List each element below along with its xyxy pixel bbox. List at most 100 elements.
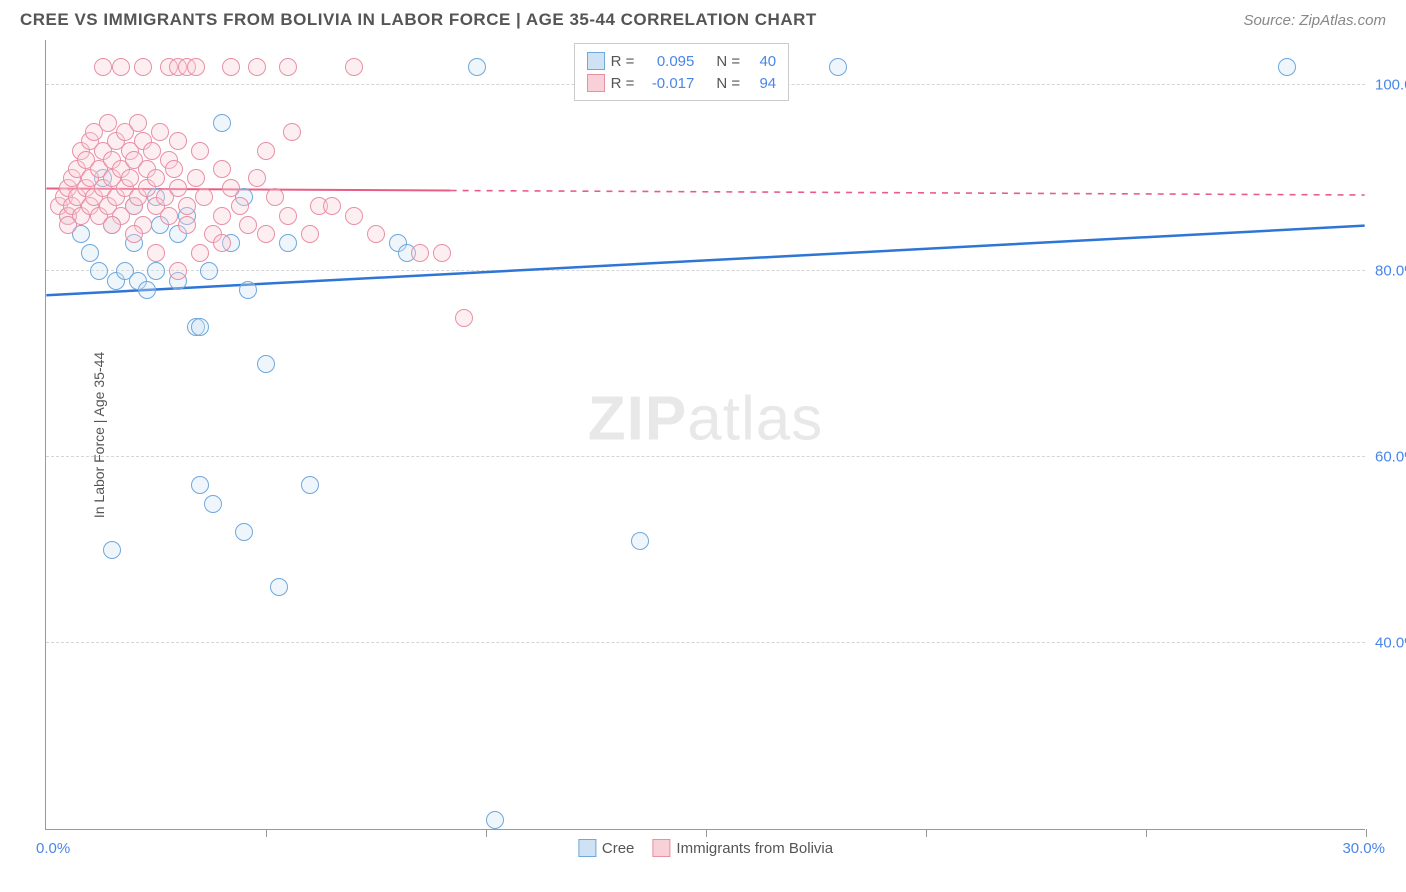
data-point <box>468 58 486 76</box>
n-label: N = <box>716 53 740 70</box>
trend-lines <box>46 40 1365 829</box>
data-point <box>266 188 284 206</box>
watermark: ZIPatlas <box>588 383 823 454</box>
data-point <box>257 355 275 373</box>
y-tick-label: 60.0% <box>1375 449 1406 466</box>
legend-label: Cree <box>602 840 635 857</box>
legend-label: Immigrants from Bolivia <box>676 840 833 857</box>
data-point <box>279 58 297 76</box>
data-point <box>99 114 117 132</box>
data-point <box>178 197 196 215</box>
gridline: 80.0% <box>46 270 1365 271</box>
data-point <box>222 179 240 197</box>
data-point <box>455 309 473 327</box>
data-point <box>301 225 319 243</box>
data-point <box>169 132 187 150</box>
chart-area: In Labor Force | Age 35-44 40.0% 60.0% 80.… <box>45 40 1365 830</box>
data-point <box>191 142 209 160</box>
data-point <box>160 207 178 225</box>
data-point <box>147 262 165 280</box>
r-value: 0.095 <box>640 53 694 70</box>
data-point <box>200 262 218 280</box>
legend-item: Cree <box>578 839 635 857</box>
legend-correlation-row: R = 0.095 N = 40 <box>587 50 777 72</box>
data-point <box>301 476 319 494</box>
data-point <box>1278 58 1296 76</box>
x-tick <box>706 829 707 837</box>
data-point <box>191 244 209 262</box>
data-point <box>169 179 187 197</box>
data-point <box>143 142 161 160</box>
data-point <box>257 142 275 160</box>
x-axis-max-label: 30.0% <box>1342 840 1385 857</box>
data-point <box>248 169 266 187</box>
data-point <box>411 244 429 262</box>
data-point <box>631 532 649 550</box>
x-axis-min-label: 0.0% <box>36 840 70 857</box>
data-point <box>222 58 240 76</box>
data-point <box>112 58 130 76</box>
chart-title: CREE VS IMMIGRANTS FROM BOLIVIA IN LABOR… <box>20 10 817 30</box>
data-point <box>169 262 187 280</box>
data-point <box>213 160 231 178</box>
legend-swatch <box>578 839 596 857</box>
n-value: 94 <box>746 75 776 92</box>
data-point <box>239 281 257 299</box>
data-point <box>151 123 169 141</box>
correlation-legend: R =0.095N =40R =-0.017N =94 <box>574 43 790 101</box>
data-point <box>195 188 213 206</box>
data-point <box>103 541 121 559</box>
y-tick-label: 100.0% <box>1375 77 1406 94</box>
data-point <box>213 207 231 225</box>
data-point <box>283 123 301 141</box>
gridline: 40.0% <box>46 642 1365 643</box>
gridline: 60.0% <box>46 456 1365 457</box>
data-point <box>178 216 196 234</box>
data-point <box>213 234 231 252</box>
data-point <box>367 225 385 243</box>
data-point <box>90 262 108 280</box>
data-point <box>147 244 165 262</box>
x-tick <box>1366 829 1367 837</box>
data-point <box>94 58 112 76</box>
data-point <box>125 225 143 243</box>
x-tick <box>486 829 487 837</box>
data-point <box>270 578 288 596</box>
data-point <box>829 58 847 76</box>
data-point <box>279 207 297 225</box>
data-point <box>147 169 165 187</box>
data-point <box>191 318 209 336</box>
data-point <box>239 216 257 234</box>
data-point <box>103 216 121 234</box>
legend-correlation-row: R =-0.017N =94 <box>587 72 777 94</box>
data-point <box>231 197 249 215</box>
data-point <box>279 234 297 252</box>
n-value: 40 <box>746 53 776 70</box>
r-label: R = <box>611 53 635 70</box>
data-point <box>187 169 205 187</box>
data-point <box>138 281 156 299</box>
series-legend: Cree Immigrants from Bolivia <box>578 839 833 857</box>
source-label: Source: ZipAtlas.com <box>1243 12 1386 29</box>
y-tick-label: 40.0% <box>1375 635 1406 652</box>
data-point <box>486 811 504 829</box>
n-label: N = <box>716 75 740 92</box>
legend-item: Immigrants from Bolivia <box>652 839 833 857</box>
data-point <box>59 216 77 234</box>
data-point <box>323 197 341 215</box>
data-point <box>81 244 99 262</box>
y-axis-title: In Labor Force | Age 35-44 <box>91 351 107 517</box>
x-tick <box>926 829 927 837</box>
data-point <box>191 476 209 494</box>
data-point <box>248 58 266 76</box>
legend-swatch <box>652 839 670 857</box>
legend-swatch <box>587 74 605 92</box>
legend-swatch <box>587 52 605 70</box>
r-label: R = <box>611 75 635 92</box>
data-point <box>345 58 363 76</box>
trend-line-dashed <box>451 191 1365 196</box>
data-point <box>187 58 205 76</box>
data-point <box>134 58 152 76</box>
data-point <box>235 523 253 541</box>
data-point <box>204 495 222 513</box>
